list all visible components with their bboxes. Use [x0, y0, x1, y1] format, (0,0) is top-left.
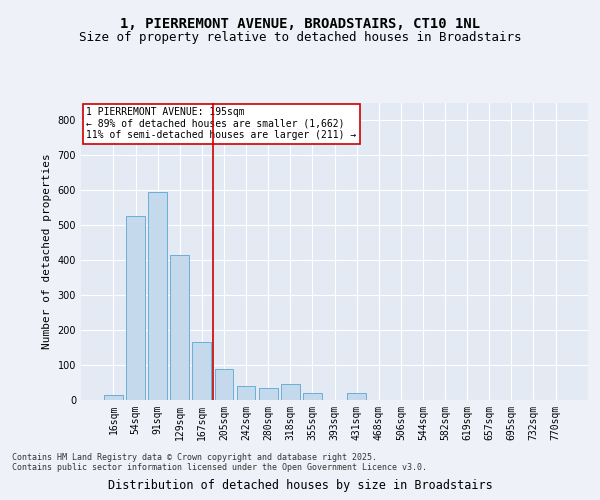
Text: Contains HM Land Registry data © Crown copyright and database right 2025.
Contai: Contains HM Land Registry data © Crown c… [12, 453, 427, 472]
Bar [193, 342, 211, 400]
Bar [148, 192, 167, 400]
Bar [104, 395, 123, 400]
Bar [126, 216, 145, 400]
Bar [281, 384, 299, 400]
Text: Distribution of detached houses by size in Broadstairs: Distribution of detached houses by size … [107, 480, 493, 492]
Text: 1 PIERREMONT AVENUE: 195sqm
← 89% of detached houses are smaller (1,662)
11% of : 1 PIERREMONT AVENUE: 195sqm ← 89% of det… [86, 107, 356, 140]
Bar [259, 388, 278, 400]
Bar [170, 255, 189, 400]
Bar [215, 368, 233, 400]
Y-axis label: Number of detached properties: Number of detached properties [42, 154, 52, 349]
Bar [347, 393, 366, 400]
Text: 1, PIERREMONT AVENUE, BROADSTAIRS, CT10 1NL: 1, PIERREMONT AVENUE, BROADSTAIRS, CT10 … [120, 18, 480, 32]
Text: Size of property relative to detached houses in Broadstairs: Size of property relative to detached ho… [79, 31, 521, 44]
Bar [303, 393, 322, 400]
Bar [236, 386, 256, 400]
